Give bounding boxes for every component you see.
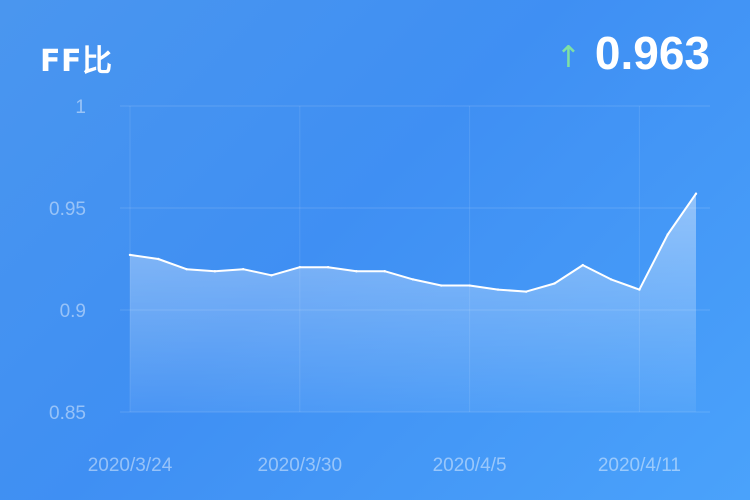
data-point xyxy=(468,284,471,287)
y-tick-label: 0.9 xyxy=(60,301,86,322)
data-point xyxy=(242,268,245,271)
data-point xyxy=(411,278,415,281)
current-value: 0.963 xyxy=(594,27,710,79)
x-tick-label: 2020/4/5 xyxy=(433,455,507,476)
y-tick-label: 0.85 xyxy=(49,403,86,424)
data-point xyxy=(157,257,160,261)
data-point xyxy=(638,288,641,291)
data-point xyxy=(581,263,584,267)
series-area xyxy=(130,193,696,412)
data-point xyxy=(213,270,217,273)
x-tick-label: 2020/4/11 xyxy=(598,455,681,476)
x-tick-label: 2020/3/30 xyxy=(258,455,343,476)
x-tick-label: 2020/3/24 xyxy=(88,455,173,476)
y-tick-label: 1 xyxy=(75,97,86,118)
data-point xyxy=(694,192,698,195)
data-point xyxy=(355,270,358,273)
y-tick-label: 0.95 xyxy=(49,199,86,220)
data-point xyxy=(496,288,500,291)
arrow-up-icon: ↑ xyxy=(555,40,581,75)
data-point xyxy=(553,282,556,285)
data-point xyxy=(185,268,188,271)
data-point xyxy=(666,233,669,236)
data-point xyxy=(270,274,273,277)
current-metric: ↑ 0.963 xyxy=(556,26,710,80)
data-point xyxy=(440,284,443,287)
chart-title: FF比 xyxy=(40,44,113,79)
data-point xyxy=(525,290,528,293)
data-point xyxy=(128,253,132,257)
data-point xyxy=(298,265,301,269)
data-point xyxy=(609,278,613,281)
data-point xyxy=(326,265,330,269)
data-point xyxy=(383,270,386,273)
